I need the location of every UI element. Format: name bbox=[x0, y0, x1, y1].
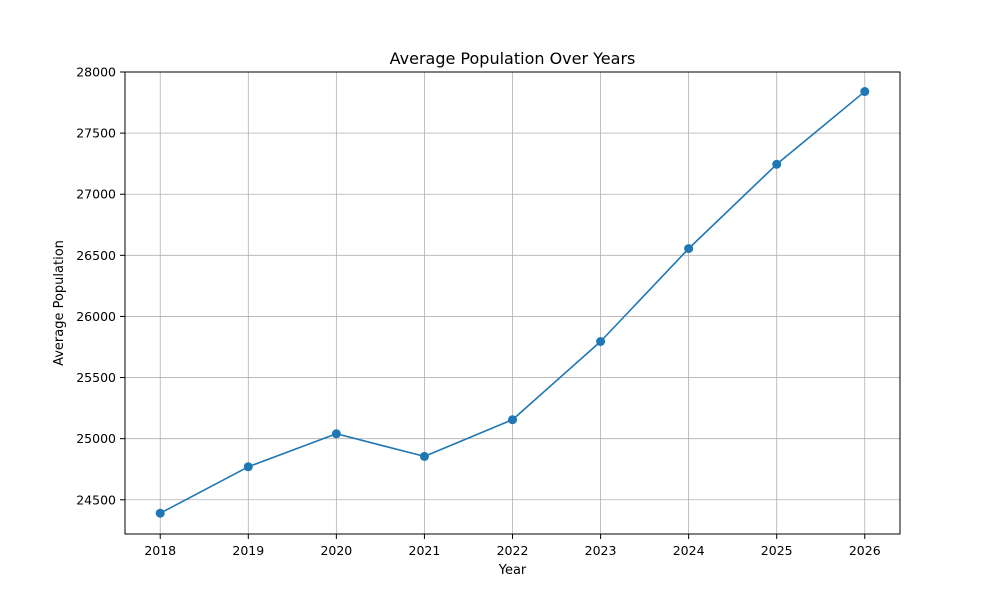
data-series bbox=[155, 87, 870, 518]
x-tick-label: 2019 bbox=[232, 543, 264, 558]
x-tick-label: 2018 bbox=[144, 543, 176, 558]
chart-title: Average Population Over Years bbox=[390, 49, 636, 68]
data-point bbox=[860, 87, 870, 97]
x-tick-label: 2022 bbox=[497, 543, 529, 558]
data-point bbox=[331, 429, 341, 439]
x-tick-label: 2025 bbox=[761, 543, 793, 558]
y-tick-label: 27500 bbox=[76, 126, 116, 141]
y-tick-label: 27000 bbox=[76, 187, 116, 202]
data-point bbox=[508, 415, 517, 425]
y-tick-label: 26000 bbox=[76, 309, 116, 324]
data-point bbox=[243, 462, 253, 472]
x-tick-label: 2021 bbox=[409, 543, 441, 558]
y-tick-label: 24500 bbox=[76, 492, 116, 507]
y-tick-label: 25500 bbox=[76, 370, 116, 385]
y-axis-label: Average Population bbox=[52, 240, 67, 366]
data-point bbox=[419, 451, 429, 461]
data-point bbox=[772, 159, 782, 169]
x-tick-label: 2024 bbox=[673, 543, 705, 558]
data-point bbox=[596, 337, 606, 346]
data-point bbox=[684, 244, 694, 254]
x-axis-label: Year bbox=[498, 563, 527, 578]
y-tick-label: 28000 bbox=[76, 65, 116, 80]
x-tick-label: 2023 bbox=[585, 543, 617, 558]
y-tick-label: 25000 bbox=[76, 431, 116, 446]
x-tick-label: 2020 bbox=[320, 543, 352, 558]
x-axis-ticks: 2018 2019 2020 2021 2022 2023 2024 2025 2026 bbox=[144, 534, 881, 558]
x-tick-label: 2026 bbox=[849, 543, 881, 558]
data-point bbox=[155, 508, 165, 518]
y-axis-ticks: 24500 25000 25500 26000 26500 27000 27500 28000 bbox=[76, 65, 125, 507]
y-tick-label: 26500 bbox=[76, 248, 116, 263]
